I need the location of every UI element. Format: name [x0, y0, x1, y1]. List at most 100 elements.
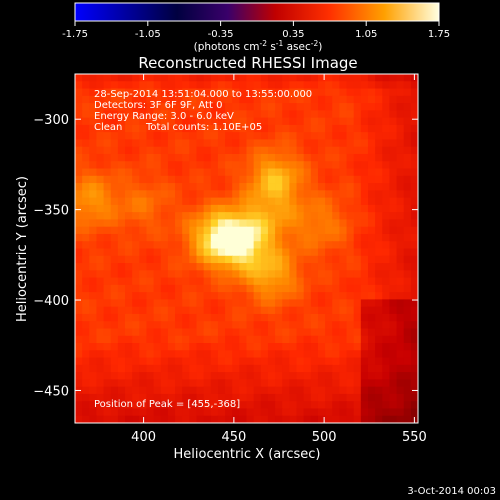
heatmap-cell [153, 350, 162, 359]
heatmap-cell [225, 146, 233, 155]
heatmap-cell [110, 372, 119, 380]
heatmap-cell [89, 343, 98, 351]
heatmap-cell [375, 284, 383, 293]
heatmap-cell [146, 393, 155, 402]
heatmap-cell [310, 292, 319, 300]
heatmap-cell [403, 379, 412, 388]
heatmap-cell [75, 335, 83, 344]
heatmap-cell [182, 313, 190, 322]
heatmap-cell [403, 313, 412, 322]
heatmap-cell [239, 335, 248, 344]
heatmap-cell [282, 379, 290, 388]
heatmap-cell [189, 248, 198, 257]
heatmap-cell [389, 306, 398, 315]
heatmap-cell [146, 124, 155, 133]
heatmap-cell [303, 284, 312, 293]
heatmap-cell [367, 284, 376, 293]
heatmap-cell [103, 124, 112, 133]
heatmap-cell [117, 88, 126, 97]
heatmap-cell [289, 175, 298, 184]
heatmap-cell [117, 328, 126, 337]
heatmap-cell [375, 321, 383, 330]
heatmap-cell [353, 204, 362, 213]
heatmap-cell [225, 183, 233, 191]
heatmap-cell [389, 255, 398, 264]
heatmap-cell [375, 74, 383, 82]
heatmap-cell [75, 379, 83, 388]
heatmap-cell [246, 292, 255, 300]
heatmap-cell [382, 139, 391, 148]
heatmap-cell [267, 139, 276, 148]
heatmap-cell [282, 95, 290, 104]
heatmap-cell [296, 241, 305, 250]
heatmap-cell [246, 306, 255, 315]
heatmap-cell [296, 364, 305, 373]
heatmap-cell [175, 146, 183, 155]
heatmap-cell [325, 328, 333, 337]
heatmap-cell [132, 168, 140, 177]
heatmap-cell [382, 379, 391, 388]
heatmap-cell [82, 153, 90, 162]
heatmap-cell [203, 306, 212, 315]
heatmap-cell [89, 284, 98, 293]
heatmap-cell [317, 103, 326, 111]
heatmap-cell [317, 175, 326, 184]
heatmap-cell [96, 139, 105, 148]
heatmap-cell [310, 241, 319, 250]
heatmap-cell [246, 415, 255, 423]
heatmap-cell [167, 212, 176, 221]
heatmap-cell [196, 393, 205, 402]
heatmap-cell [353, 183, 362, 191]
heatmap-cell [203, 386, 212, 395]
heatmap-cell [153, 277, 162, 286]
heatmap-cell [396, 255, 405, 264]
heatmap-cell [296, 335, 305, 344]
heatmap-cell [325, 103, 333, 111]
heatmap-cell [253, 95, 262, 104]
heatmap-cell [189, 124, 198, 133]
heatmap-cell [275, 241, 283, 250]
heatmap-cell [332, 197, 340, 206]
heatmap-cell [410, 153, 418, 162]
heatmap-cell [389, 284, 398, 293]
heatmap-cell [160, 81, 169, 90]
heatmap-cell [160, 146, 169, 155]
heatmap-cell [103, 95, 112, 104]
heatmap-cell [403, 292, 412, 300]
heatmap-cell [403, 197, 412, 206]
heatmap-cell [167, 335, 176, 344]
heatmap-cell [389, 190, 398, 199]
heatmap-cell [225, 81, 233, 90]
heatmap-cell [403, 161, 412, 170]
heatmap-cell [260, 321, 269, 330]
heatmap-cell [375, 372, 383, 380]
heatmap-cell [132, 95, 140, 104]
heatmap-cell [175, 335, 183, 344]
heatmap-cell [75, 168, 83, 177]
heatmap-cell [82, 132, 90, 141]
heatmap-cell [275, 263, 283, 271]
heatmap-cell [367, 248, 376, 257]
heatmap-cell [103, 233, 112, 242]
axis-ticks: 400 450 500 550−300−350−400−450 [33, 74, 427, 445]
heatmap-cell [410, 204, 418, 213]
heatmap-cell [125, 88, 133, 97]
heatmap-cell [339, 88, 348, 97]
heatmap-cell [117, 132, 126, 141]
heatmap-cell [196, 350, 205, 359]
heatmap-cell [396, 306, 405, 315]
heatmap-cell [167, 74, 176, 82]
heatmap-cell [175, 233, 183, 242]
heatmap-cell [89, 81, 98, 90]
heatmap-cell [353, 364, 362, 373]
heatmap-cell [175, 408, 183, 417]
heatmap-cell [275, 190, 283, 199]
heatmap-cell [410, 175, 418, 184]
heatmap-cell [260, 103, 269, 111]
heatmap-cell [139, 168, 148, 177]
heatmap-cell [232, 393, 240, 402]
heatmap-cell [332, 74, 340, 82]
heatmap-cell [110, 204, 119, 213]
heatmap-cell [217, 146, 226, 155]
heatmap-cell [160, 306, 169, 315]
